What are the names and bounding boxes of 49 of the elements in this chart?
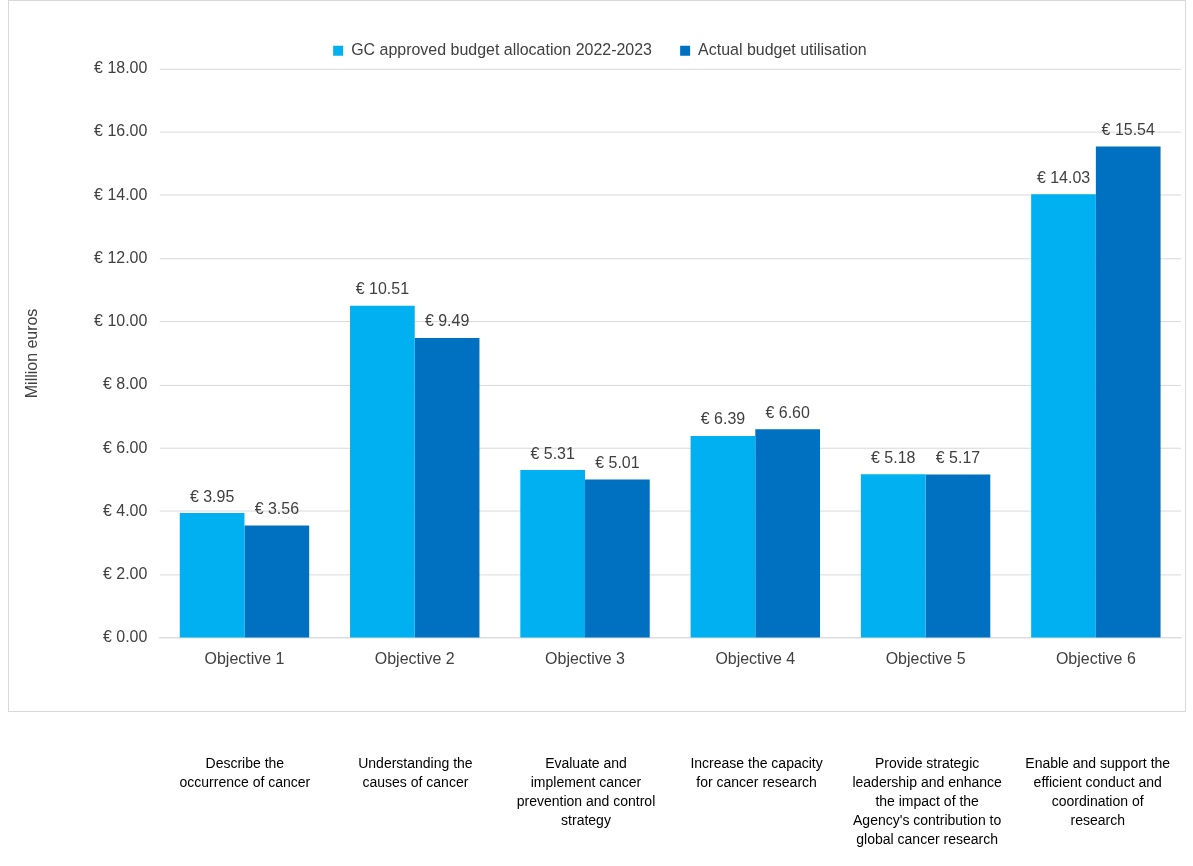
y-tick-label: € 10.00 (94, 312, 148, 330)
data-label: € 6.39 (700, 410, 746, 428)
text: Increase the capacity for cancer research (689, 754, 824, 792)
bar (244, 525, 310, 638)
x-tick-label: Objective 1 (204, 649, 285, 667)
bar (350, 305, 415, 638)
y-tick-label: € 8.00 (102, 375, 148, 393)
x-tick-label: Objective 2 (374, 649, 455, 667)
y-tick-label: € 6.00 (102, 438, 148, 456)
data-label: € 5.17 (935, 448, 981, 466)
text: Provide strategic leadership and enhance the impact of the Agency's contribution to global cancer research (852, 754, 1003, 849)
text: Understanding the causes of cancer (357, 754, 474, 792)
data-label: € 15.54 (1101, 121, 1155, 139)
y-tick-label: € 0.00 (102, 628, 148, 646)
data-label: € 5.18 (871, 448, 916, 466)
data-label: € 3.56 (254, 499, 300, 517)
data-label: € 14.03 (1036, 168, 1091, 186)
data-label: € 5.31 (530, 444, 575, 462)
bar (414, 337, 480, 638)
y-axis-title: Million euros (22, 308, 40, 399)
legend-label: Actual budget utilisation (698, 41, 867, 59)
y-tick-label: € 16.00 (94, 122, 148, 140)
bar (860, 474, 926, 638)
bar (925, 474, 991, 638)
bar (179, 513, 245, 638)
bar (585, 479, 650, 638)
x-tick-label: Objective 3 (545, 649, 626, 667)
text: Evaluate and implement cancer prevention and control strategy (515, 754, 657, 830)
data-label: € 3.95 (189, 487, 235, 505)
y-tick-label: € 18.00 (94, 59, 148, 77)
data-label: € 9.49 (424, 312, 470, 330)
x-tick-label: Objective 6 (1055, 649, 1136, 667)
y-tick-label: € 4.00 (102, 501, 148, 519)
text: Describe the occurrence of cancer (178, 754, 312, 792)
data-label: € 10.51 (355, 280, 410, 298)
bar (690, 435, 756, 638)
bar (755, 429, 821, 638)
y-tick-label: € 14.00 (94, 185, 148, 203)
data-label: € 5.01 (595, 454, 640, 472)
bar (1031, 194, 1096, 638)
y-tick-label: € 2.00 (102, 565, 148, 583)
x-tick-label: Objective 4 (715, 649, 796, 667)
y-tick-label: € 12.00 (94, 248, 148, 266)
data-label: € 6.60 (765, 403, 810, 421)
legend-label: GC approved budget allocation 2022-2023 (351, 41, 653, 59)
x-tick-label: Objective 5 (885, 649, 966, 667)
bar (1095, 146, 1161, 638)
bar (520, 470, 586, 638)
text: Enable and support the efficient conduct and coordination of research (1024, 754, 1172, 830)
